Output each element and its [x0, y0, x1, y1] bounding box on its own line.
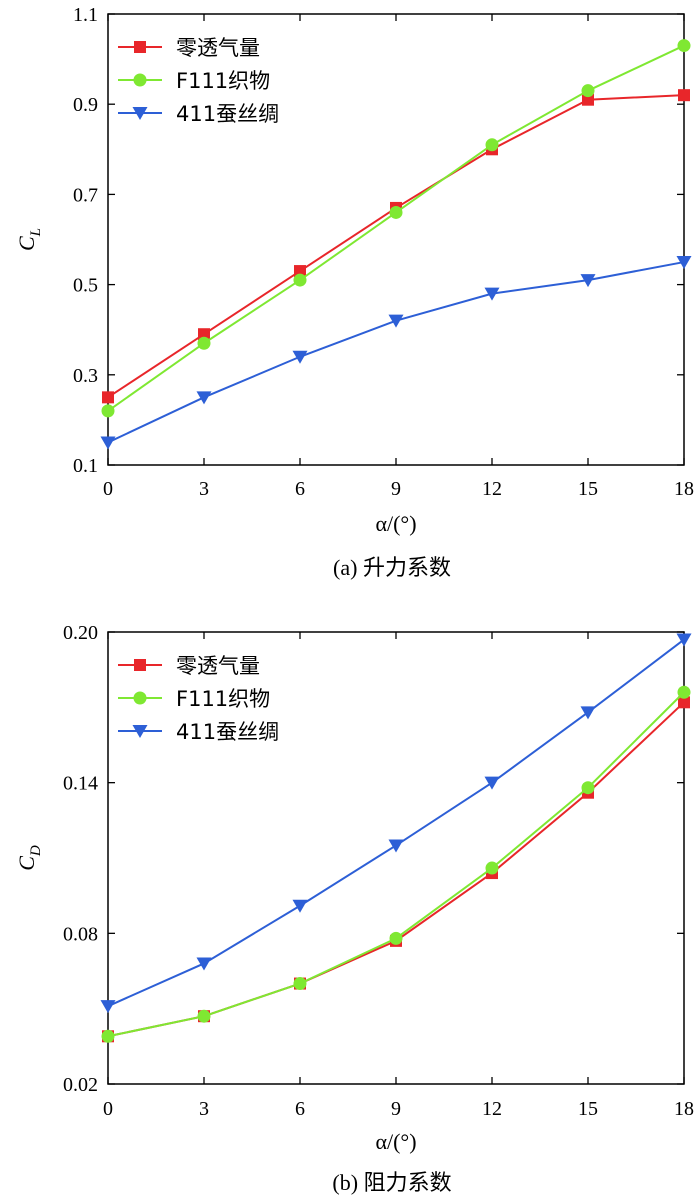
series-line	[107, 44, 685, 412]
data-point	[388, 839, 404, 853]
legend-marker	[132, 725, 148, 738]
series-2	[100, 256, 692, 450]
series-0	[102, 696, 690, 1043]
data-point	[196, 957, 212, 971]
data-point	[100, 1000, 116, 1014]
data-point	[197, 1009, 211, 1023]
y-tick-label: 0.3	[73, 365, 98, 387]
x-axis-title: α/(°)	[375, 1129, 416, 1154]
data-point	[198, 328, 210, 341]
data-point	[580, 706, 596, 720]
series-line	[107, 701, 685, 1038]
x-tick-label: 9	[391, 478, 401, 500]
legend-label: F111织物	[176, 69, 270, 93]
x-tick-label: 18	[674, 478, 694, 500]
data-point	[484, 776, 500, 790]
data-point	[676, 633, 692, 647]
x-axis-title: α/(°)	[375, 511, 416, 536]
x-tick-label: 6	[295, 478, 305, 500]
x-tick-label: 12	[482, 478, 502, 500]
legend-marker	[134, 41, 146, 53]
y-axis-title: CL	[14, 228, 44, 251]
data-point	[100, 436, 116, 450]
data-point	[485, 138, 499, 152]
data-point	[676, 256, 692, 270]
x-tick-label: 0	[103, 1098, 113, 1120]
data-point	[581, 781, 595, 795]
data-point	[102, 391, 114, 404]
y-tick-label: 0.5	[73, 275, 98, 297]
legend-label: 零透气量	[176, 36, 260, 60]
series-2	[100, 633, 692, 1014]
x-tick-label: 18	[674, 1098, 694, 1120]
data-point	[485, 861, 499, 875]
y-tick-label: 0.02	[63, 1074, 98, 1096]
legend-label: 411蚕丝绸	[176, 720, 279, 744]
legend-label: F111织物	[176, 687, 270, 711]
data-point	[293, 273, 307, 287]
data-point	[292, 899, 308, 913]
legend-label: 411蚕丝绸	[176, 102, 279, 126]
y-tick-label: 1.1	[73, 4, 98, 26]
x-tick-label: 9	[391, 1098, 401, 1120]
data-point	[582, 93, 594, 106]
legend-marker	[133, 73, 147, 87]
data-point	[388, 314, 404, 328]
series-1	[101, 685, 691, 1043]
series-0	[102, 89, 690, 404]
data-point	[678, 89, 690, 102]
y-axis-title-subscript: D	[28, 845, 44, 857]
data-point	[197, 336, 211, 350]
legend-marker	[132, 107, 148, 120]
data-point	[678, 696, 690, 709]
data-point	[484, 287, 500, 301]
chart-caption: (a) 升力系数	[333, 555, 451, 580]
data-point	[580, 274, 596, 288]
series-line	[107, 261, 685, 444]
data-point	[292, 350, 308, 364]
data-point	[389, 931, 403, 945]
data-point	[389, 205, 403, 219]
x-tick-label: 0	[103, 478, 113, 500]
x-tick-label: 6	[295, 1098, 305, 1120]
x-tick-label: 15	[578, 478, 598, 500]
data-point	[677, 39, 691, 53]
x-tick-label: 15	[578, 1098, 598, 1120]
y-axis-title: CD	[14, 845, 44, 871]
y-tick-label: 0.9	[73, 94, 98, 116]
series-line	[107, 94, 685, 399]
y-tick-label: 0.7	[73, 184, 98, 206]
data-point	[196, 391, 212, 405]
x-tick-label: 3	[199, 1098, 209, 1120]
y-tick-label: 0.08	[63, 923, 98, 945]
data-point	[293, 977, 307, 991]
y-tick-label: 0.20	[63, 622, 98, 644]
data-point	[677, 685, 691, 699]
legend: 零透气量 F111织物 411蚕丝绸	[118, 654, 279, 744]
chart-caption: (b) 阻力系数	[332, 1170, 451, 1195]
y-axis-title-main: C	[14, 236, 39, 251]
series-1	[101, 39, 691, 418]
legend-marker	[134, 659, 146, 671]
data-point	[101, 1029, 115, 1043]
data-point	[101, 404, 115, 418]
data-point	[294, 265, 306, 278]
y-tick-label: 0.14	[63, 773, 98, 795]
x-tick-label: 12	[482, 1098, 502, 1120]
legend-label: 零透气量	[176, 654, 260, 678]
data-point	[581, 84, 595, 98]
x-tick-label: 3	[199, 478, 209, 500]
legend: 零透气量 F111织物 411蚕丝绸	[118, 36, 279, 126]
y-tick-label: 0.1	[73, 455, 98, 477]
legend-marker	[133, 691, 147, 705]
y-axis-title-main: C	[14, 856, 39, 871]
y-axis-title-subscript: L	[28, 228, 44, 237]
